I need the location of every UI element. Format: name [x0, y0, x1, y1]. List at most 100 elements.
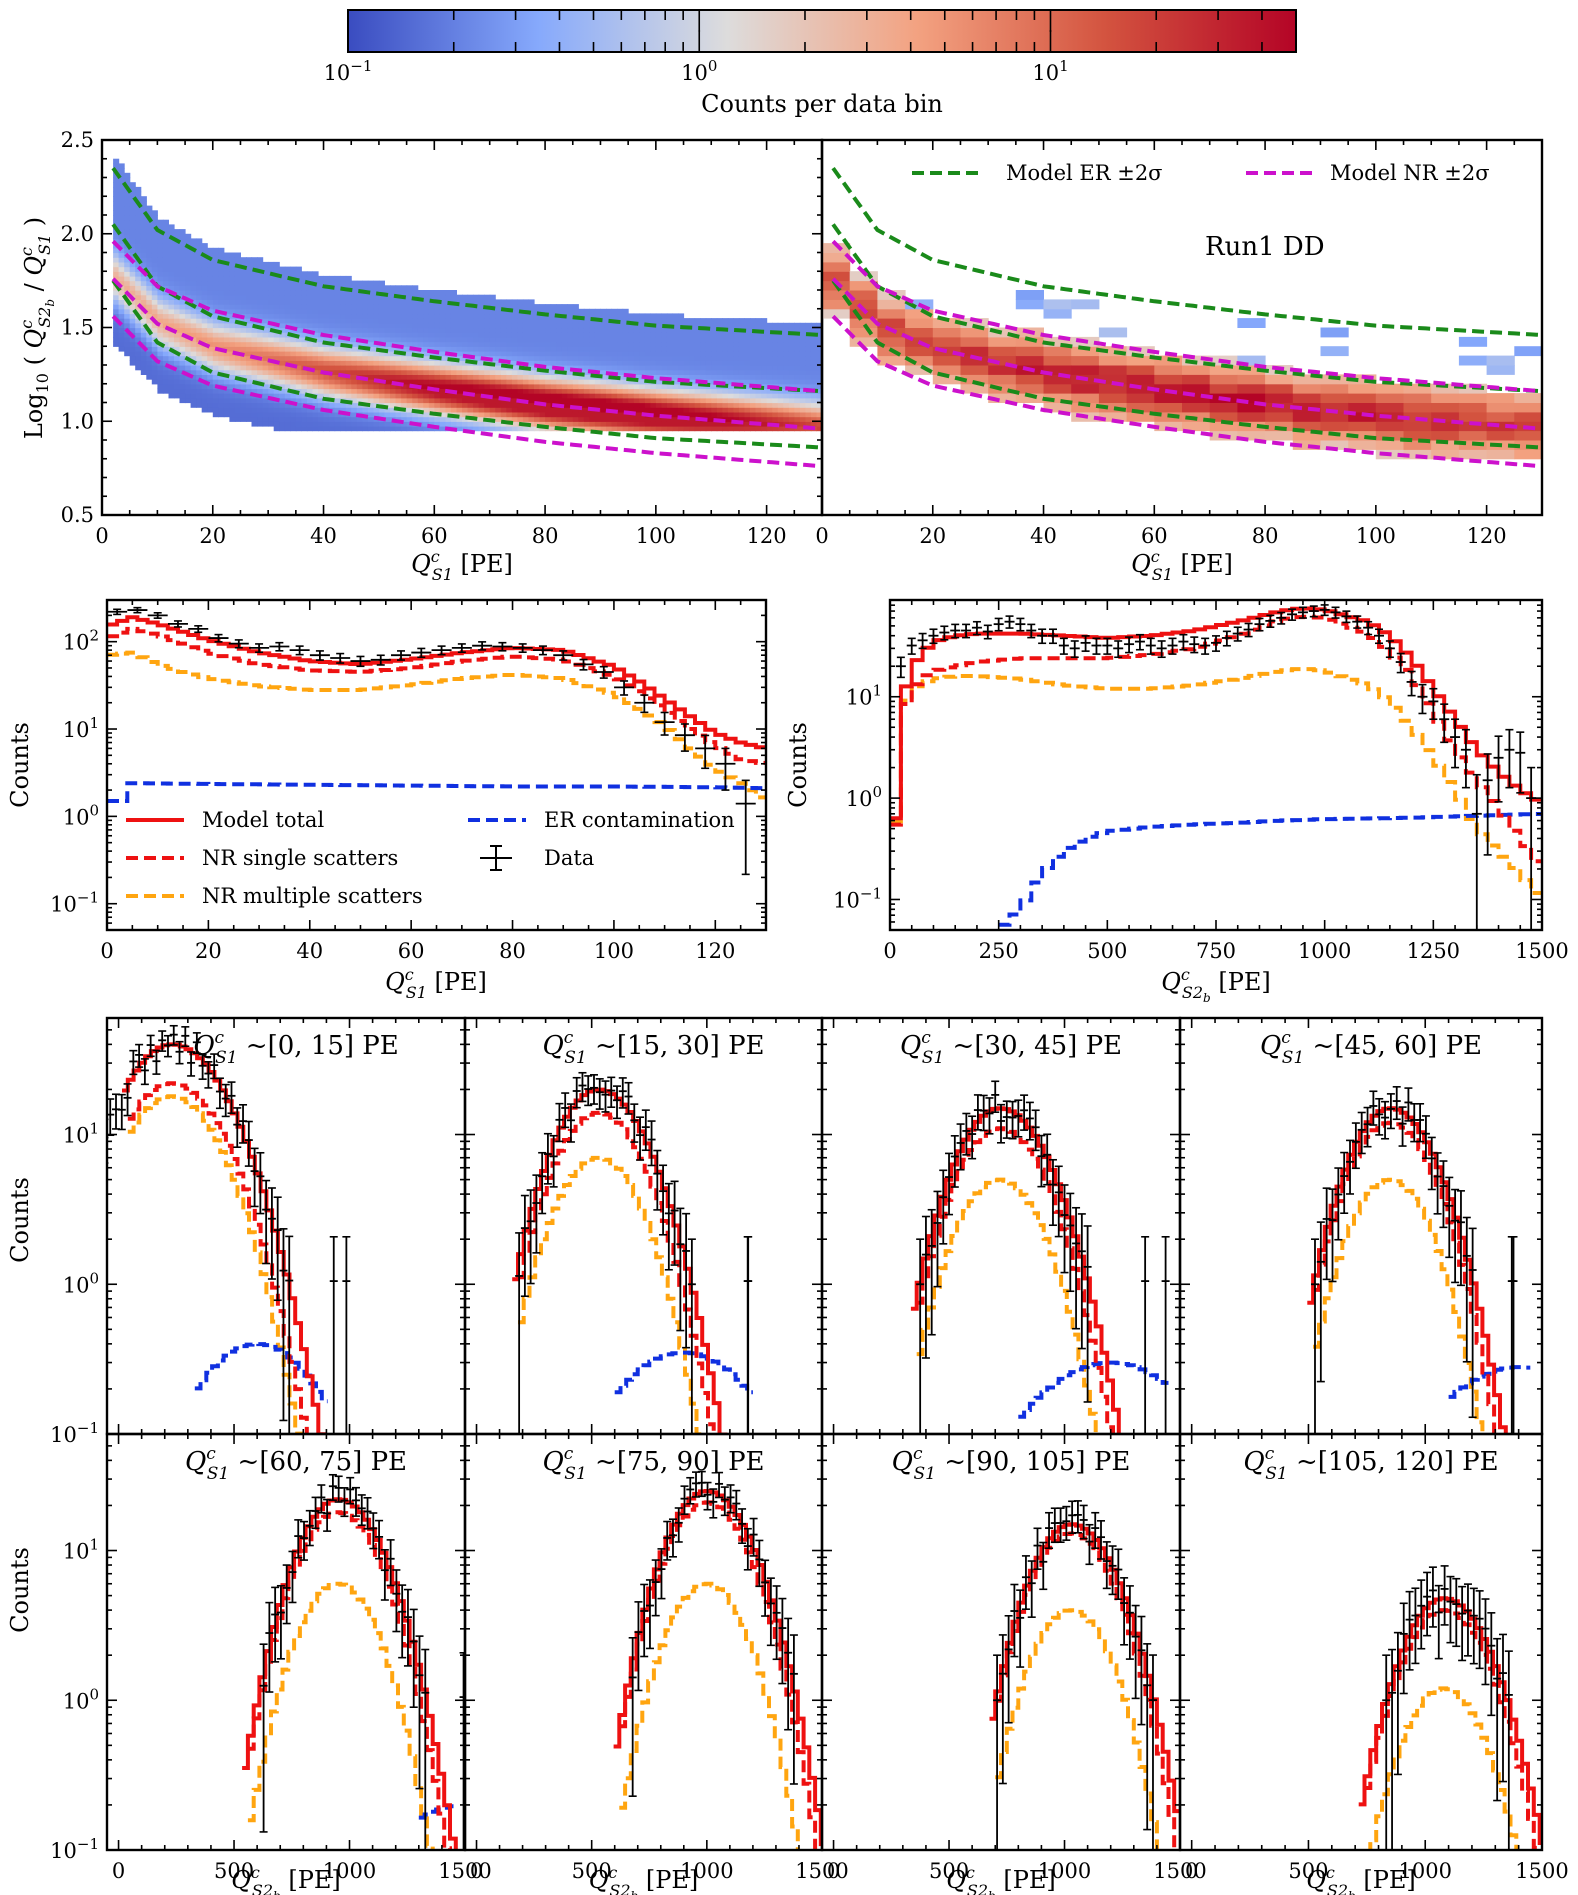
heatmap-cell [279, 280, 286, 286]
heatmap-cell [251, 294, 258, 300]
heatmap-cell [700, 407, 707, 413]
heatmap-cell [229, 271, 236, 277]
heatmap-cell [661, 397, 668, 404]
heatmap-cell [583, 360, 590, 366]
heatmap-cell [434, 393, 441, 399]
heatmap-cell [306, 322, 313, 329]
heatmap-cell [329, 350, 336, 357]
heatmap-cell [766, 350, 773, 357]
heatmap-cell [727, 332, 734, 338]
heatmap-cell [622, 318, 629, 324]
heatmap-cell [738, 341, 745, 347]
heatmap-cell [174, 271, 181, 277]
heatmap-cell [234, 393, 241, 399]
heatmap-cell [1431, 411, 1460, 422]
heatmap-cell [295, 299, 302, 305]
heatmap-cell [810, 336, 817, 343]
heatmap-cell [246, 369, 253, 375]
heatmap-cell [262, 388, 269, 394]
heatmap-cell [201, 350, 208, 357]
heatmap-cell [185, 285, 192, 291]
heatmap-cell [174, 379, 181, 385]
heatmap-cell [279, 327, 286, 333]
heatmap-cell [467, 374, 474, 380]
heatmap-cell [312, 271, 319, 277]
heatmap-cell [484, 383, 491, 390]
heatmap-cell [522, 313, 529, 319]
heatmap-cell [611, 379, 618, 385]
heatmap-cell [1071, 365, 1100, 375]
heatmap-cell [146, 350, 153, 357]
heatmap-cell [495, 299, 502, 305]
heatmap-cell [772, 365, 779, 371]
heatmap-cell [229, 294, 236, 300]
heatmap-cell [589, 355, 596, 361]
heatmap-cell [772, 346, 779, 352]
heatmap-cell [146, 341, 153, 347]
heatmap-cell [545, 402, 552, 408]
heatmap-cell [301, 425, 308, 432]
heatmap-cell [733, 379, 740, 385]
heatmap-cell [401, 322, 408, 329]
heatmap-cell [528, 383, 535, 390]
heatmap-cell [246, 350, 253, 357]
heatmap-cell [218, 374, 225, 380]
heatmap-cell [212, 247, 219, 254]
heatmap-cell [511, 332, 518, 338]
heatmap-cell [218, 336, 225, 343]
heatmap-cell [118, 257, 125, 263]
heatmap-cell [456, 355, 463, 361]
heatmap-cell [489, 346, 496, 352]
heatmap-cell [700, 355, 707, 361]
heatmap-cell [694, 369, 701, 375]
heatmap-cell [528, 313, 535, 319]
heatmap-cell [179, 233, 186, 240]
heatmap-cell [207, 336, 214, 343]
heatmap-cell [672, 393, 679, 399]
heatmap-cell [390, 402, 397, 408]
heatmap-cell [246, 341, 253, 347]
heatmap-cell [744, 336, 751, 343]
heatmap-cell [545, 336, 552, 343]
heatmap-cell [290, 271, 297, 277]
heatmap-cell [600, 318, 607, 324]
heatmap-cell [1015, 383, 1044, 394]
heatmap-cell [295, 407, 302, 413]
heatmap-cell [678, 369, 685, 375]
heatmap-cell [406, 355, 413, 361]
heatmap-cell [777, 332, 784, 338]
heatmap-cell [118, 233, 125, 240]
heatmap-cell [351, 304, 358, 310]
heatmap-cell [849, 336, 878, 347]
heatmap-cell [295, 411, 302, 418]
heatmap-cell [356, 332, 363, 338]
heatmap-cell [151, 219, 158, 225]
heatmap-cell [456, 402, 463, 408]
heatmap-cell [761, 425, 768, 432]
heatmap-cell [750, 425, 757, 432]
heatmap-cell [124, 224, 131, 230]
heatmap-cell [185, 233, 192, 240]
heatmap-cell [589, 327, 596, 333]
heatmap-cell [218, 322, 225, 329]
heatmap-cell [628, 350, 635, 357]
heatmap-cell [279, 369, 286, 375]
heatmap-cell [683, 425, 690, 432]
heatmap-cell [467, 411, 474, 418]
heatmap-cell [318, 365, 325, 371]
heatmap-cell [174, 308, 181, 315]
heatmap-cell [683, 369, 690, 375]
heatmap-cell [295, 322, 302, 329]
heatmap-cell [218, 365, 225, 371]
heatmap-cell [661, 346, 668, 352]
heatmap-cell [849, 308, 878, 319]
heatmap-cell [511, 350, 518, 357]
heatmap-cell [689, 341, 696, 347]
heatmap-cell [650, 355, 657, 361]
heatmap-cell [777, 425, 784, 432]
heatmap-cell [423, 318, 430, 324]
heatmap-cell [594, 421, 601, 427]
heatmap-cell [417, 407, 424, 413]
heatmap-cell [340, 327, 347, 333]
model-er-mean [111, 223, 822, 394]
